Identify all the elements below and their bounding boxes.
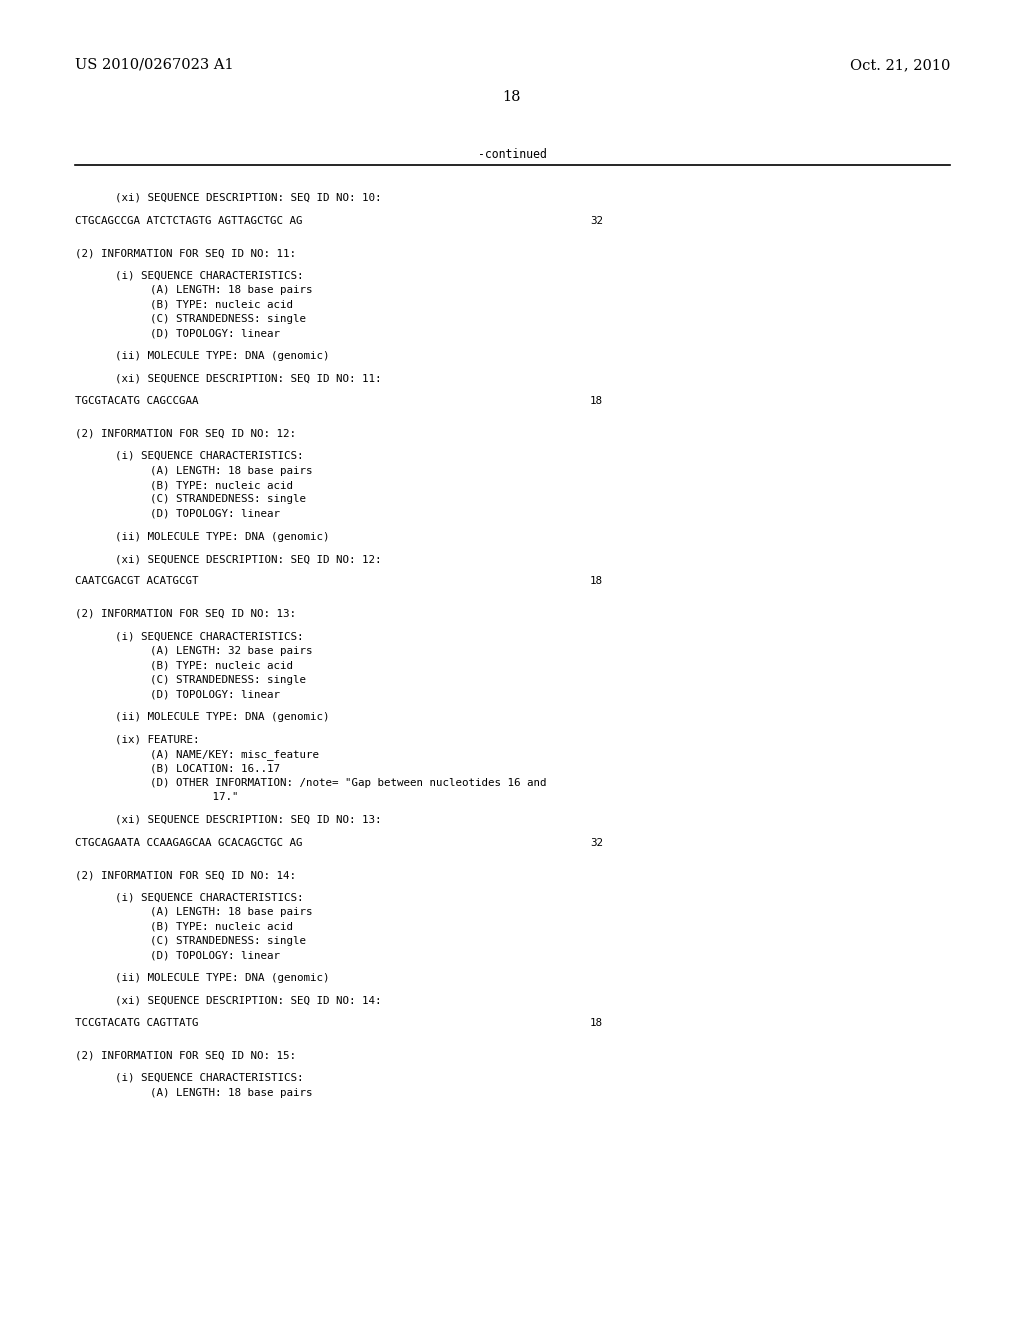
Text: (D) TOPOLOGY: linear: (D) TOPOLOGY: linear — [150, 329, 280, 338]
Text: TCCGTACATG CAGTTATG: TCCGTACATG CAGTTATG — [75, 1018, 199, 1028]
Text: (A) LENGTH: 18 base pairs: (A) LENGTH: 18 base pairs — [150, 285, 312, 294]
Text: (xi) SEQUENCE DESCRIPTION: SEQ ID NO: 11:: (xi) SEQUENCE DESCRIPTION: SEQ ID NO: 11… — [115, 374, 382, 384]
Text: 17.": 17." — [180, 792, 239, 803]
Text: (A) LENGTH: 18 base pairs: (A) LENGTH: 18 base pairs — [150, 466, 312, 475]
Text: (A) NAME/KEY: misc_feature: (A) NAME/KEY: misc_feature — [150, 748, 319, 760]
Text: US 2010/0267023 A1: US 2010/0267023 A1 — [75, 58, 233, 73]
Text: 18: 18 — [590, 577, 603, 586]
Text: (ii) MOLECULE TYPE: DNA (genomic): (ii) MOLECULE TYPE: DNA (genomic) — [115, 711, 330, 722]
Text: (D) TOPOLOGY: linear: (D) TOPOLOGY: linear — [150, 689, 280, 700]
Text: (B) TYPE: nucleic acid: (B) TYPE: nucleic acid — [150, 480, 293, 490]
Text: (2) INFORMATION FOR SEQ ID NO: 13:: (2) INFORMATION FOR SEQ ID NO: 13: — [75, 609, 296, 619]
Text: (i) SEQUENCE CHARACTERISTICS:: (i) SEQUENCE CHARACTERISTICS: — [115, 892, 303, 903]
Text: 18: 18 — [590, 1018, 603, 1028]
Text: (C) STRANDEDNESS: single: (C) STRANDEDNESS: single — [150, 495, 306, 504]
Text: (B) TYPE: nucleic acid: (B) TYPE: nucleic acid — [150, 660, 293, 671]
Text: CTGCAGCCGA ATCTCTAGTG AGTTAGCTGC AG: CTGCAGCCGA ATCTCTAGTG AGTTAGCTGC AG — [75, 215, 302, 226]
Text: (2) INFORMATION FOR SEQ ID NO: 11:: (2) INFORMATION FOR SEQ ID NO: 11: — [75, 248, 296, 257]
Text: (C) STRANDEDNESS: single: (C) STRANDEDNESS: single — [150, 675, 306, 685]
Text: (ii) MOLECULE TYPE: DNA (genomic): (ii) MOLECULE TYPE: DNA (genomic) — [115, 351, 330, 360]
Text: TGCGTACATG CAGCCGAA: TGCGTACATG CAGCCGAA — [75, 396, 199, 407]
Text: 32: 32 — [590, 215, 603, 226]
Text: (i) SEQUENCE CHARACTERISTICS:: (i) SEQUENCE CHARACTERISTICS: — [115, 271, 303, 281]
Text: (A) LENGTH: 18 base pairs: (A) LENGTH: 18 base pairs — [150, 907, 312, 917]
Text: (A) LENGTH: 32 base pairs: (A) LENGTH: 32 base pairs — [150, 645, 312, 656]
Text: (ix) FEATURE:: (ix) FEATURE: — [115, 734, 200, 744]
Text: (B) LOCATION: 16..17: (B) LOCATION: 16..17 — [150, 763, 280, 774]
Text: (xi) SEQUENCE DESCRIPTION: SEQ ID NO: 12:: (xi) SEQUENCE DESCRIPTION: SEQ ID NO: 12… — [115, 554, 382, 564]
Text: (ii) MOLECULE TYPE: DNA (genomic): (ii) MOLECULE TYPE: DNA (genomic) — [115, 973, 330, 983]
Text: CTGCAGAATA CCAAGAGCAA GCACAGCTGC AG: CTGCAGAATA CCAAGAGCAA GCACAGCTGC AG — [75, 837, 302, 847]
Text: (D) OTHER INFORMATION: /note= "Gap between nucleotides 16 and: (D) OTHER INFORMATION: /note= "Gap betwe… — [150, 777, 547, 788]
Text: (i) SEQUENCE CHARACTERISTICS:: (i) SEQUENCE CHARACTERISTICS: — [115, 451, 303, 461]
Text: (i) SEQUENCE CHARACTERISTICS:: (i) SEQUENCE CHARACTERISTICS: — [115, 1073, 303, 1082]
Text: (xi) SEQUENCE DESCRIPTION: SEQ ID NO: 10:: (xi) SEQUENCE DESCRIPTION: SEQ ID NO: 10… — [115, 193, 382, 203]
Text: (A) LENGTH: 18 base pairs: (A) LENGTH: 18 base pairs — [150, 1088, 312, 1097]
Text: (D) TOPOLOGY: linear: (D) TOPOLOGY: linear — [150, 950, 280, 961]
Text: (C) STRANDEDNESS: single: (C) STRANDEDNESS: single — [150, 314, 306, 323]
Text: 18: 18 — [503, 90, 521, 104]
Text: (xi) SEQUENCE DESCRIPTION: SEQ ID NO: 14:: (xi) SEQUENCE DESCRIPTION: SEQ ID NO: 14… — [115, 995, 382, 1006]
Text: (2) INFORMATION FOR SEQ ID NO: 15:: (2) INFORMATION FOR SEQ ID NO: 15: — [75, 1051, 296, 1060]
Text: (xi) SEQUENCE DESCRIPTION: SEQ ID NO: 13:: (xi) SEQUENCE DESCRIPTION: SEQ ID NO: 13… — [115, 814, 382, 825]
Text: (i) SEQUENCE CHARACTERISTICS:: (i) SEQUENCE CHARACTERISTICS: — [115, 631, 303, 642]
Text: -continued: -continued — [477, 148, 547, 161]
Text: (2) INFORMATION FOR SEQ ID NO: 12:: (2) INFORMATION FOR SEQ ID NO: 12: — [75, 429, 296, 438]
Text: (C) STRANDEDNESS: single: (C) STRANDEDNESS: single — [150, 936, 306, 946]
Text: (B) TYPE: nucleic acid: (B) TYPE: nucleic acid — [150, 300, 293, 309]
Text: (D) TOPOLOGY: linear: (D) TOPOLOGY: linear — [150, 510, 280, 519]
Text: 18: 18 — [590, 396, 603, 407]
Text: (2) INFORMATION FOR SEQ ID NO: 14:: (2) INFORMATION FOR SEQ ID NO: 14: — [75, 870, 296, 880]
Text: Oct. 21, 2010: Oct. 21, 2010 — [850, 58, 950, 73]
Text: (B) TYPE: nucleic acid: (B) TYPE: nucleic acid — [150, 921, 293, 932]
Text: CAATCGACGT ACATGCGT: CAATCGACGT ACATGCGT — [75, 577, 199, 586]
Text: (ii) MOLECULE TYPE: DNA (genomic): (ii) MOLECULE TYPE: DNA (genomic) — [115, 532, 330, 541]
Text: 32: 32 — [590, 837, 603, 847]
